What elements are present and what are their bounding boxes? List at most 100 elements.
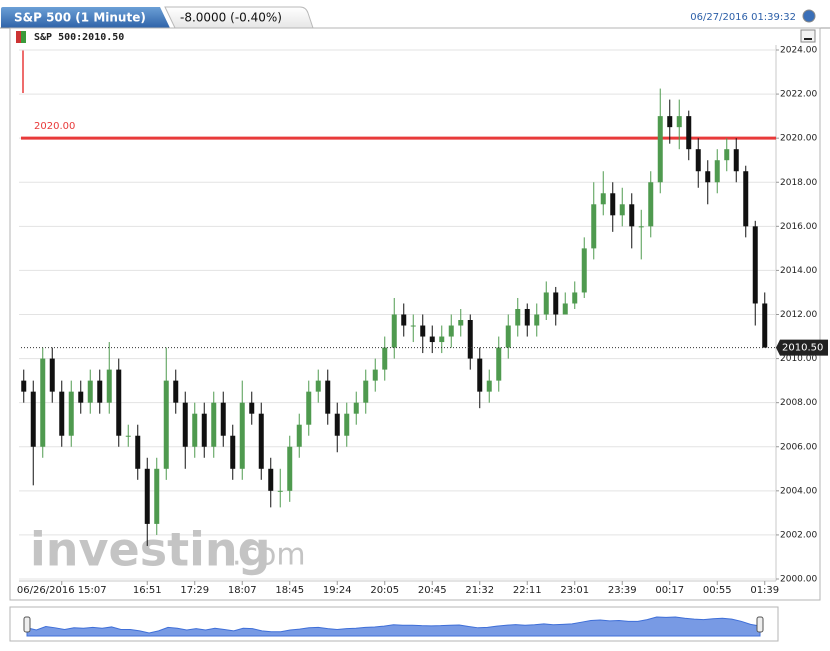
candle-body	[220, 402, 226, 436]
candle-body	[230, 435, 236, 469]
candle-body	[667, 116, 673, 128]
navigator-handle[interactable]	[756, 616, 764, 633]
candle-body	[477, 358, 483, 392]
candle-body	[420, 325, 426, 337]
candle-body	[743, 171, 749, 227]
candle-body	[534, 314, 540, 326]
x-tick-label: 22:11	[513, 585, 542, 596]
legend-icon-down	[16, 31, 21, 43]
x-tick-label: 00:17	[655, 585, 684, 596]
chart-title: S&P 500 (1 Minute)	[14, 11, 146, 25]
candle-body	[562, 303, 568, 315]
horizontal-line-label: 2020.00	[34, 121, 75, 132]
y-tick-label: 2020.00	[780, 134, 817, 144]
x-tick-label: 01:39	[750, 585, 779, 596]
candle-body	[429, 336, 435, 343]
candle-body	[600, 193, 606, 205]
candle-body	[401, 314, 407, 326]
y-tick-label: 2024.00	[780, 46, 817, 56]
candle-body	[733, 149, 739, 172]
candle-body	[59, 391, 65, 436]
candle-body	[486, 380, 492, 392]
candle-body	[268, 468, 274, 491]
candle-body	[97, 380, 103, 403]
chart-frame	[9, 27, 821, 601]
y-tick-label: 2010.00	[780, 354, 817, 364]
x-tick-label: 16:51	[133, 585, 162, 596]
candle-body	[714, 160, 720, 183]
candle-body	[372, 369, 378, 381]
candle-body	[211, 402, 217, 447]
candle-body	[182, 402, 188, 447]
title-tab	[1, 7, 170, 28]
navigator-area	[26, 616, 761, 637]
candle-body	[201, 413, 207, 447]
candle-body	[382, 347, 388, 370]
candle-body	[581, 248, 587, 293]
candle-body	[439, 336, 445, 343]
x-tick-label: 20:05	[370, 585, 399, 596]
y-tick-label: 2022.00	[780, 90, 817, 100]
x-tick-label: 19:24	[323, 585, 352, 596]
x-tick-label: 23:39	[608, 585, 637, 596]
candle-body	[619, 204, 625, 216]
candle-body	[515, 308, 521, 326]
candle-body	[315, 380, 321, 392]
candle-body	[40, 358, 46, 447]
candle-body	[543, 292, 549, 315]
minimize-button[interactable]	[800, 29, 816, 43]
candle-body	[192, 413, 198, 447]
candle-body	[363, 380, 369, 403]
candle-body	[752, 226, 758, 304]
candle-body	[553, 292, 559, 315]
candle-body	[762, 303, 768, 348]
candle-body	[21, 380, 27, 392]
candle-body	[68, 391, 74, 436]
legend-icon-up	[21, 31, 26, 43]
candle-body	[344, 413, 350, 436]
candle-body	[125, 435, 131, 437]
candle-body	[249, 402, 255, 414]
settings-button[interactable]	[802, 9, 816, 23]
navigator-handle[interactable]	[23, 616, 31, 633]
y-tick-label: 2014.00	[780, 266, 817, 276]
candle-body	[144, 468, 150, 524]
timestamp: 06/27/2016 01:39:32	[690, 12, 796, 23]
candle-body	[496, 347, 502, 381]
y-tick-label: 2012.00	[780, 310, 817, 320]
candle-body	[135, 435, 141, 469]
candle-body	[648, 182, 654, 227]
candle-body	[448, 325, 454, 337]
x-tick-label: 23:01	[560, 585, 589, 596]
y-tick-label: 2004.00	[780, 486, 817, 496]
candle-body	[239, 402, 245, 469]
candle-body	[325, 380, 331, 414]
candle-body	[30, 391, 36, 447]
y-tick-label: 2002.00	[780, 530, 817, 540]
candle-body	[458, 320, 464, 326]
y-tick-label: 2016.00	[780, 222, 817, 232]
candle-body	[524, 308, 530, 326]
y-tick-label: 2006.00	[780, 442, 817, 452]
candle-body	[629, 204, 635, 227]
candle-body	[610, 193, 616, 216]
x-tick-label: 00:55	[703, 585, 732, 596]
change-box	[164, 6, 314, 29]
candle-body	[410, 325, 416, 327]
last-price-tag	[776, 339, 828, 356]
candle-body	[591, 204, 597, 249]
candle-body	[287, 446, 293, 491]
y-tick-label: 2008.00	[780, 398, 817, 408]
price-change: -8.0000 (-0.40%)	[180, 11, 282, 25]
candle-body	[277, 490, 283, 492]
candle-body	[258, 413, 264, 469]
candle-body	[695, 149, 701, 172]
candle-body	[391, 314, 397, 348]
candle-body	[657, 116, 663, 183]
candle-body	[724, 149, 730, 161]
x-tick-label: 18:07	[228, 585, 257, 596]
candle-body	[163, 380, 169, 469]
